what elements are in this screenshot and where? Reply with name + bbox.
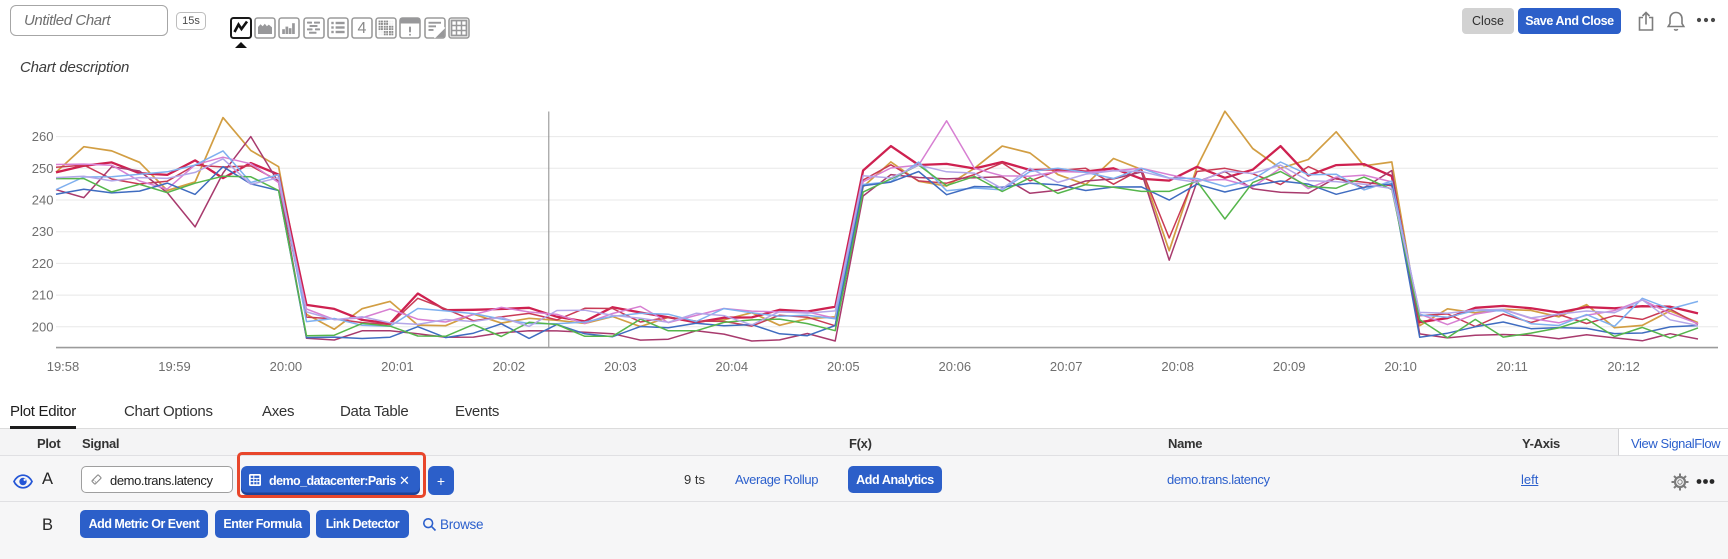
svg-text:20:04: 20:04	[716, 359, 749, 374]
svg-text:19:59: 19:59	[158, 359, 191, 374]
svg-text:200: 200	[32, 319, 54, 334]
svg-text:4: 4	[358, 20, 367, 37]
svg-text:250: 250	[32, 161, 54, 176]
svg-text:20:12: 20:12	[1607, 359, 1640, 374]
svg-text:20:08: 20:08	[1161, 359, 1194, 374]
svg-text:20:11: 20:11	[1496, 359, 1528, 374]
svg-text:240: 240	[32, 193, 54, 208]
svg-text:20:06: 20:06	[939, 359, 972, 374]
svg-text:20:02: 20:02	[493, 359, 526, 374]
svg-text:260: 260	[32, 129, 54, 144]
svg-text:20:03: 20:03	[604, 359, 637, 374]
svg-text:20:09: 20:09	[1273, 359, 1306, 374]
svg-text:20:00: 20:00	[270, 359, 303, 374]
svg-text:19:58: 19:58	[47, 359, 80, 374]
svg-text:20:10: 20:10	[1384, 359, 1417, 374]
svg-text:210: 210	[32, 288, 54, 303]
svg-text:20:01: 20:01	[381, 359, 414, 374]
svg-text:20:07: 20:07	[1050, 359, 1083, 374]
svg-text:230: 230	[32, 224, 54, 239]
svg-text:20:05: 20:05	[827, 359, 860, 374]
svg-text:220: 220	[32, 256, 54, 271]
